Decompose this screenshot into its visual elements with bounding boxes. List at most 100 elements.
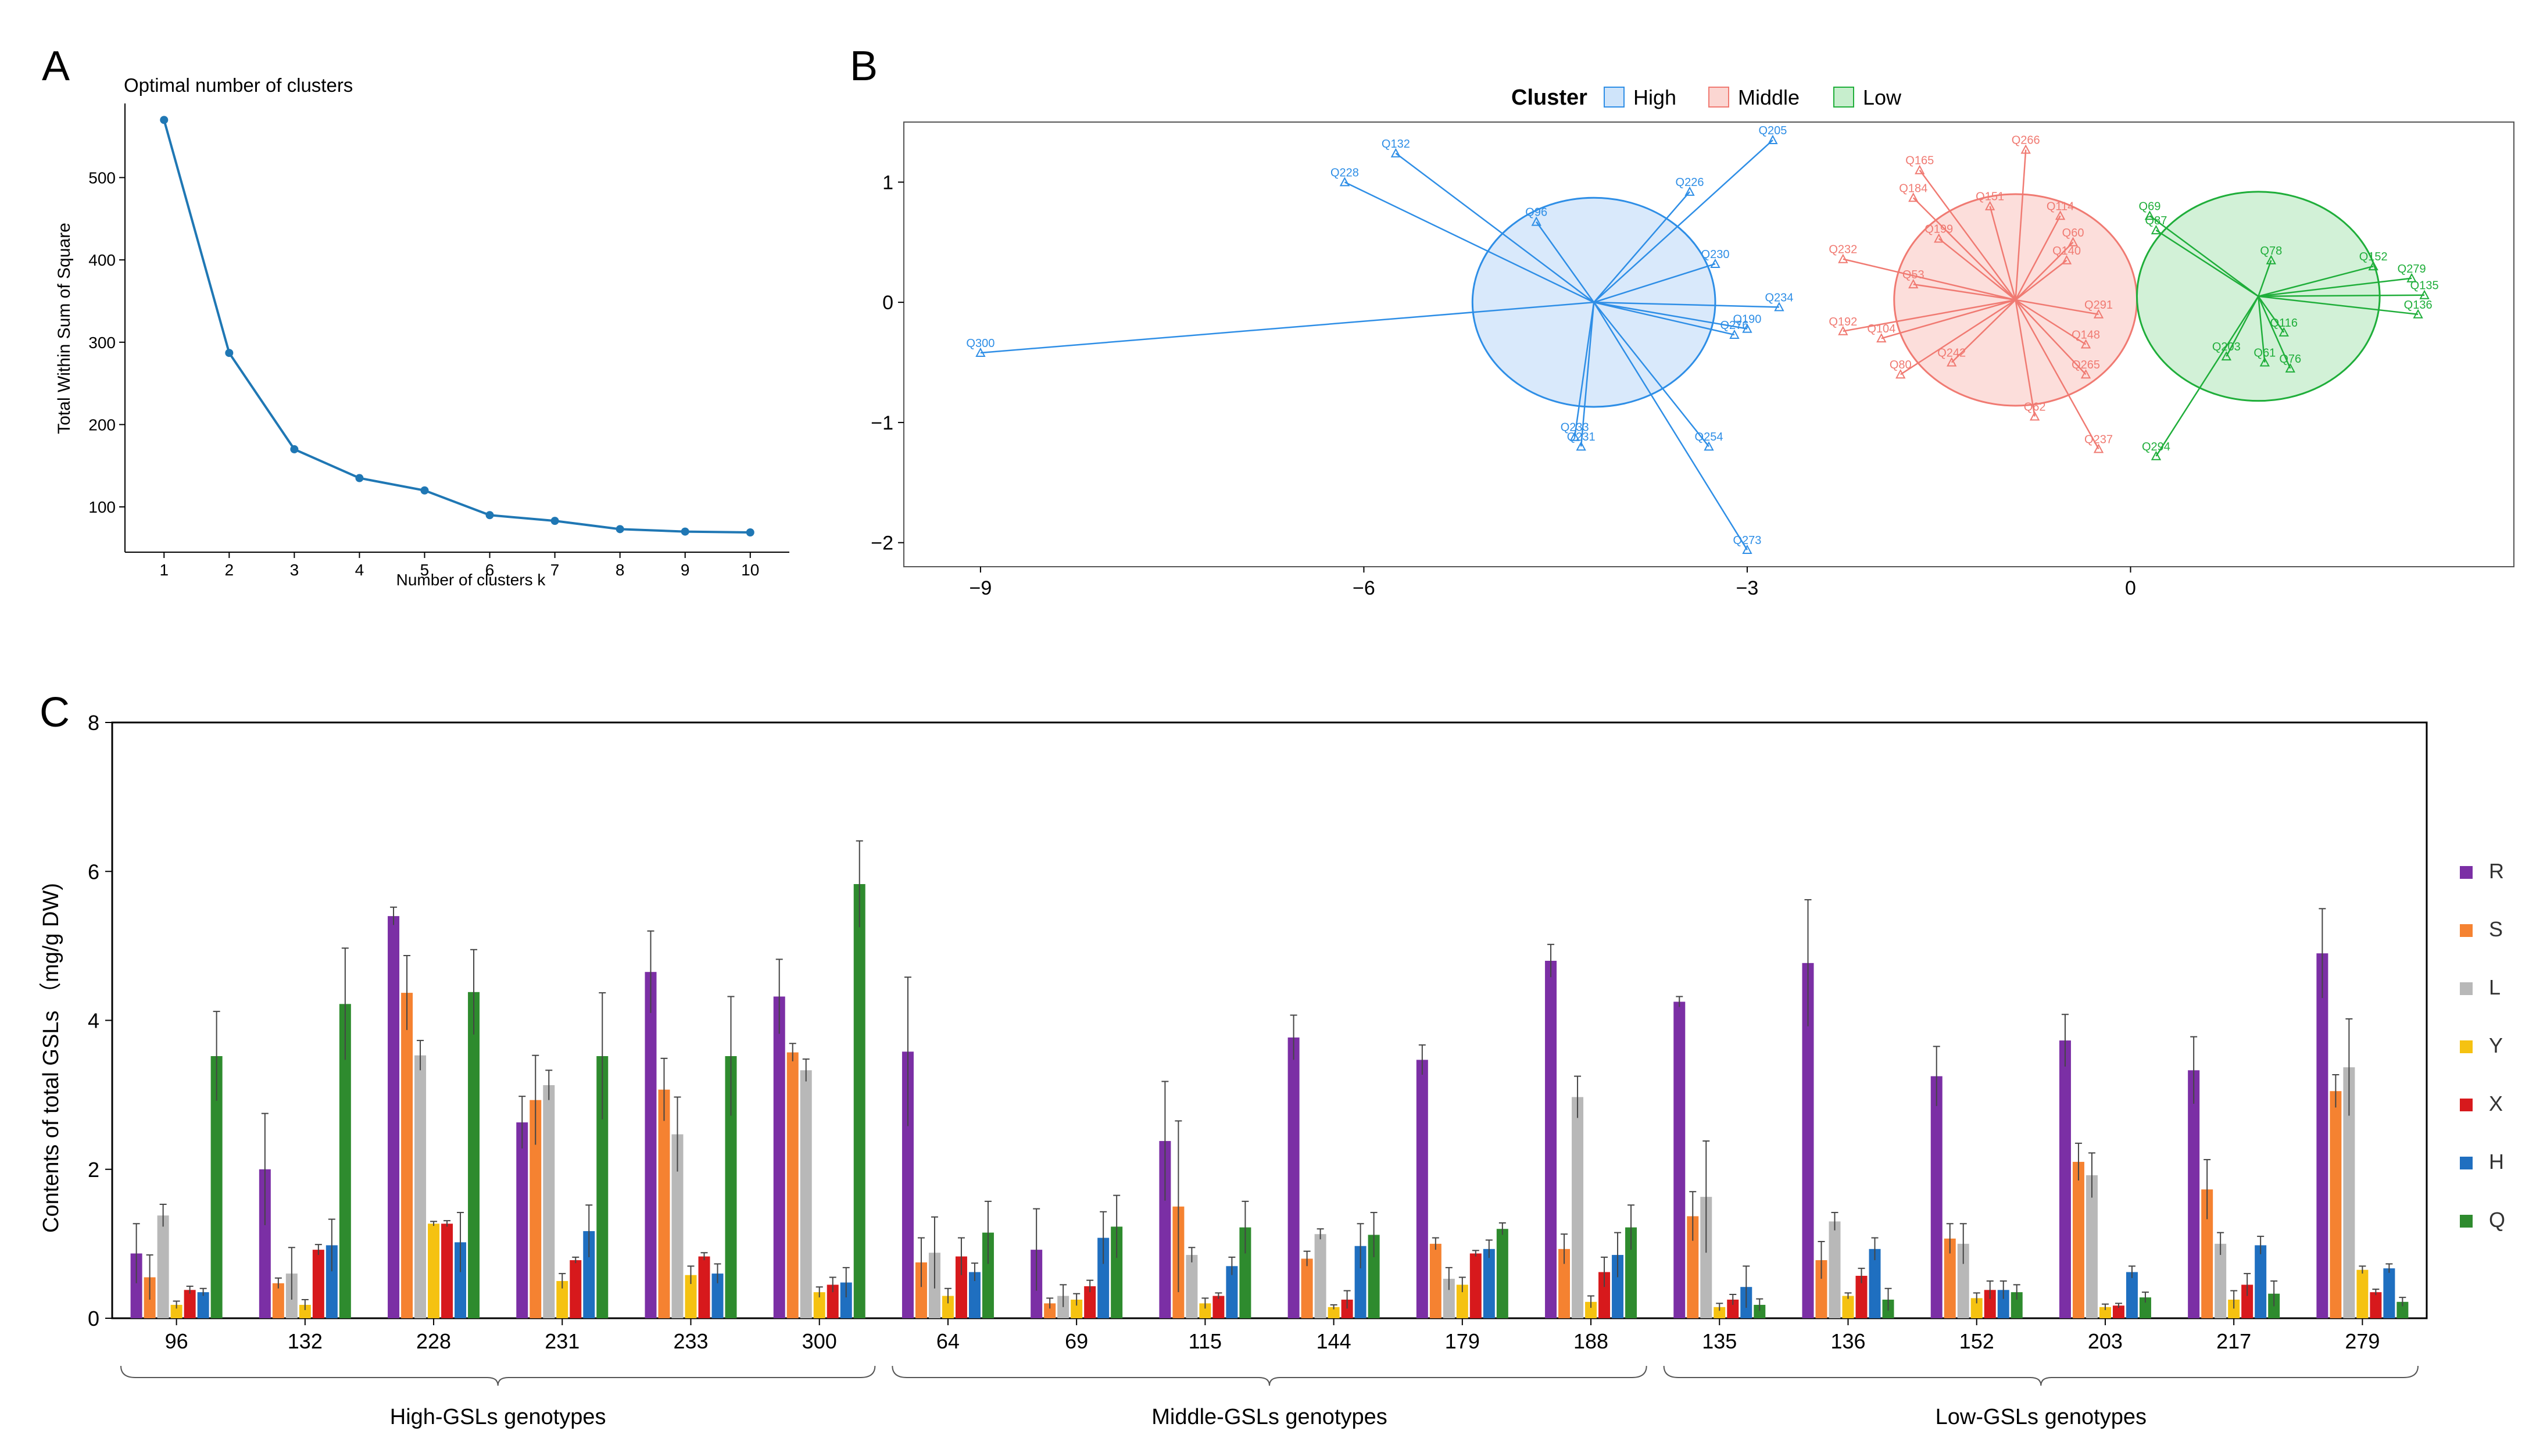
panel-c-legend: R S L Y X H Q	[2460, 859, 2505, 1232]
panel-c-bar-h	[1483, 1248, 1495, 1318]
panel-c-bar-h	[1869, 1248, 1881, 1318]
panel-c-bar-x	[698, 1256, 710, 1318]
panel-a-wss-point	[681, 527, 689, 536]
panel-b-point-label: Q265	[2072, 359, 2100, 371]
panel-c-bar-r	[516, 1122, 528, 1318]
panel-a-ytick-label: 400	[88, 251, 116, 269]
panel-a-xlabel: Number of clusters k	[396, 571, 546, 589]
panel-b-frame	[903, 121, 2514, 567]
panel-c-bar-l	[800, 1070, 812, 1318]
panel-b-point-marker	[2093, 443, 2104, 453]
panel-c-xtick-label: 135	[1702, 1329, 1737, 1353]
panel-c-bar-h	[1354, 1246, 1367, 1318]
panel-c-xtick-label: 300	[802, 1329, 837, 1353]
panel-b-vector	[1913, 283, 2016, 301]
panel-b-point-label: Q69	[2139, 200, 2161, 213]
panel-b-point-label: Q76	[2279, 353, 2301, 366]
panel-c-ytick-label: 4	[88, 1009, 99, 1033]
panel-b-point-marker	[2080, 369, 2091, 379]
panel-b-vector	[2015, 299, 2099, 449]
panel-b-vector	[1881, 299, 2016, 339]
panel-c-legend-swatch-r	[2460, 866, 2473, 879]
panel-c-bar-y	[1071, 1299, 1083, 1318]
panel-b-vector	[2015, 299, 2036, 417]
panel-c-bar-l	[1829, 1221, 1841, 1318]
panel-c-bar-q	[1496, 1229, 1508, 1318]
panel-c-bar-s	[2072, 1161, 2084, 1318]
panel-c-bar-x	[2112, 1305, 2124, 1318]
panel-b-vector	[2258, 265, 2374, 298]
panel-b-point-label: Q140	[2052, 245, 2081, 257]
panel-b-ytick-label: −2	[871, 532, 893, 555]
panel-b-xtick-label: −9	[970, 577, 992, 599]
panel-c-bar-y	[1842, 1296, 1854, 1318]
panel-c-bar-s	[786, 1052, 799, 1318]
panel-a-wss-line	[163, 119, 750, 534]
panel-c-bar-q	[1754, 1304, 1766, 1318]
panel-a-ytick-label: 100	[88, 498, 116, 516]
panel-b-xtick-label: 0	[2125, 577, 2136, 599]
panel-b-vector	[1593, 301, 1735, 336]
panel-b-point-label: Q300	[966, 337, 995, 350]
panel-c-group-bracket	[892, 1365, 1647, 1386]
panel-b-vector	[1912, 197, 2016, 300]
panel-c-bar-h	[711, 1273, 724, 1318]
panel-c-gsl-bar-chart: C Contents of total GSLs （mg/g DW) 0 2 4 6 8…	[39, 689, 2505, 1429]
panel-c-bar-x	[1469, 1253, 1482, 1318]
panel-c-bar-y	[685, 1275, 697, 1318]
panel-b-point-marker	[1729, 329, 1740, 339]
panel-b-vector	[1593, 301, 1748, 330]
panel-c-xtick-label: 279	[2345, 1329, 2380, 1353]
panel-b-point-marker	[2406, 273, 2417, 282]
panel-c-bar-s	[1429, 1243, 1441, 1318]
panel-b-point-label: Q190	[1733, 313, 1761, 326]
panel-b-point-marker	[2221, 351, 2232, 361]
panel-a-xtick-label: 6	[485, 561, 495, 579]
panel-a-axes: 100 200 300 400 500 1 2 3 4 5 6 7 8 9 10	[88, 103, 789, 579]
panel-b-vector	[1919, 169, 2016, 300]
panel-a-wss-point	[485, 511, 494, 520]
panel-c-xtick-label: 69	[1065, 1329, 1088, 1353]
panel-b-point-marker	[2151, 450, 2162, 460]
panel-b-point-label: Q276	[1720, 319, 1748, 332]
panel-b-point-label: Q60	[2062, 227, 2084, 239]
panel-b-point-label: Q230	[1701, 248, 1730, 261]
panel-b-point-marker	[2151, 224, 2162, 235]
panel-b-point-marker	[2266, 255, 2276, 264]
panel-c-bar-r	[773, 996, 785, 1318]
panel-b-ytick-label: 1	[882, 171, 893, 194]
panel-b-point-label: Q205	[1758, 124, 1787, 137]
panel-c-bar-r	[1159, 1141, 1171, 1318]
panel-c-bar-q	[725, 1056, 737, 1318]
panel-b-point-marker	[1710, 258, 1720, 268]
panel-c-bar-r	[1802, 963, 1814, 1318]
panel-c-bar-s	[1301, 1258, 1313, 1318]
panel-b-vector	[980, 301, 1594, 354]
panel-c-bar-x	[1212, 1296, 1225, 1318]
panel-c-group-label: High-GSLs genotypes	[390, 1405, 606, 1429]
panel-a-wss-point	[160, 116, 169, 124]
panel-c-legend-label: Y	[2489, 1033, 2503, 1057]
panel-c-group-label: Middle-GSLs genotypes	[1151, 1405, 1387, 1429]
panel-c-group-bracket	[1663, 1365, 2419, 1386]
panel-b-xtick-label: −3	[1736, 577, 1759, 599]
panel-b-vector	[1900, 299, 2016, 375]
panel-b-point-marker	[2368, 260, 2378, 271]
panel-c-bar-x	[2370, 1292, 2382, 1318]
panel-c-group-label: Low-GSLs genotypes	[1936, 1405, 2147, 1429]
panel-c-group-brackets: High-GSLs genotypes Middle-GSLs genotypes…	[120, 1365, 2419, 1429]
panel-c-bar-y	[1970, 1298, 1983, 1318]
panel-c-bar-s	[1687, 1216, 1699, 1318]
panel-c-xtick-label: 233	[673, 1329, 708, 1353]
panel-a-xtick-label: 9	[681, 561, 690, 579]
panel-b-point-label: Q237	[2084, 433, 2113, 446]
panel-b-vector	[2015, 215, 2061, 300]
panel-b-point-marker	[2029, 411, 2040, 421]
panel-c-legend-swatch-h	[2460, 1157, 2473, 1169]
panel-c-bar-r	[2059, 1040, 2071, 1318]
panel-c-bar-y	[813, 1292, 825, 1318]
panel-c-bar-x	[827, 1285, 839, 1318]
panel-c-bar-q	[2396, 1301, 2409, 1318]
panel-b-vector	[2149, 215, 2259, 297]
panel-b-point-marker	[2419, 289, 2430, 299]
